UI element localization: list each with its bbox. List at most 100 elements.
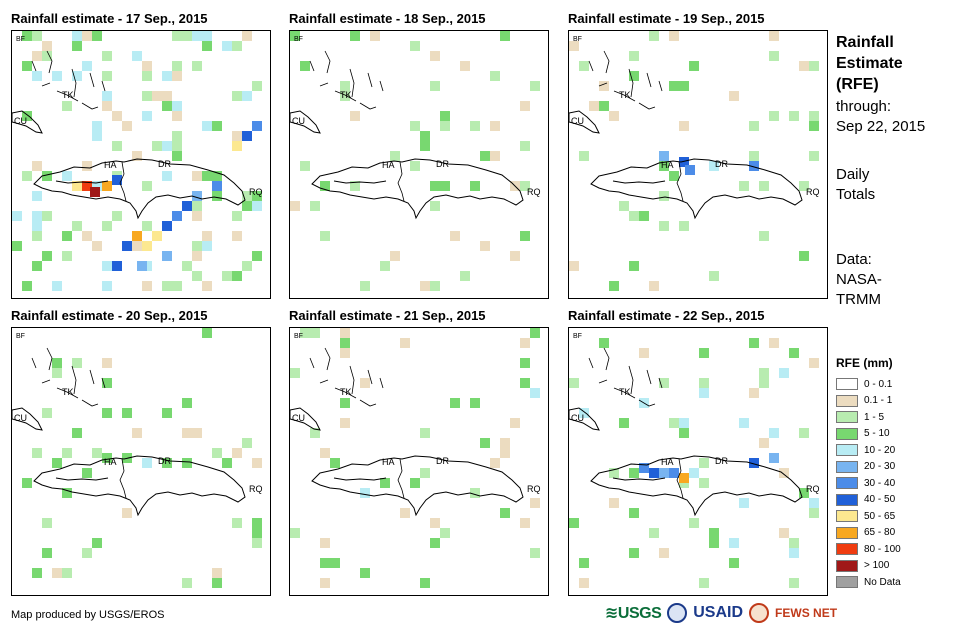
map-label-dr: DR	[715, 456, 728, 466]
panel-title-2: Rainfall estimate - 18 Sep., 2015	[289, 11, 486, 26]
rainfall-cell	[629, 548, 639, 558]
legend-label: > 100	[864, 560, 890, 572]
rainfall-cell-intense	[232, 141, 242, 151]
rainfall-cell	[609, 281, 619, 291]
rainfall-cell	[520, 141, 530, 151]
rainfall-cell	[172, 111, 182, 121]
rainfall-cell	[629, 71, 639, 81]
rainfall-cell-intense	[340, 91, 350, 101]
rainfall-cell	[669, 418, 679, 428]
rainfall-cell	[122, 121, 132, 131]
rainfall-cell	[62, 231, 72, 241]
legend-item: 20 - 30	[836, 459, 901, 476]
legend-swatch	[836, 510, 858, 523]
rainfall-cell	[470, 488, 480, 498]
rainfall-cell-intense	[709, 161, 719, 171]
through-block: through: Sep 22, 2015	[836, 97, 925, 137]
legend-item: 5 - 10	[836, 426, 901, 443]
rainfall-cell	[390, 251, 400, 261]
rainfall-cell	[82, 31, 92, 41]
data-source-block: Data: NASA- TRMM	[836, 250, 882, 310]
rainfall-cell	[689, 518, 699, 528]
rainfall-cell	[430, 281, 440, 291]
legend-swatch	[836, 411, 858, 424]
rainfall-cell	[42, 518, 52, 528]
rainfall-cell	[52, 71, 62, 81]
legend-item: 0 - 0.1	[836, 376, 901, 393]
legend-swatch	[836, 460, 858, 473]
map-label-tk: TK	[62, 387, 74, 397]
fews-logo: FEWS NET	[775, 606, 838, 620]
legend-item: 30 - 40	[836, 475, 901, 492]
rainfall-cell	[569, 261, 579, 271]
rainfall-cell	[490, 458, 500, 468]
bahamas-coastline	[613, 90, 636, 102]
rainfall-cell	[689, 61, 699, 71]
bahamas-coastline	[46, 50, 53, 74]
legend-item: 10 - 20	[836, 442, 901, 459]
rainfall-cell	[32, 161, 42, 171]
haiti-peninsula-coastline	[333, 477, 387, 481]
rainfall-cell	[232, 211, 242, 221]
rainfall-cell	[232, 131, 242, 141]
bahamas-coastline	[359, 399, 377, 407]
panel-title-6: Rainfall estimate - 22 Sep., 2015	[568, 308, 765, 323]
through-label: through:	[836, 98, 892, 115]
rainfall-cell	[182, 261, 192, 271]
rainfall-cell	[599, 81, 609, 91]
through-date: Sep 22, 2015	[836, 118, 926, 135]
rainfall-cell	[430, 518, 440, 528]
rainfall-cell-intense	[380, 478, 390, 488]
rainfall-cell	[310, 201, 320, 211]
rainfall-cell	[799, 428, 809, 438]
rainfall-cell	[112, 211, 122, 221]
footer-credit: Map produced by USGS/EROS	[11, 609, 165, 621]
rainfall-cell	[360, 281, 370, 291]
haiti-dr-border	[676, 161, 684, 202]
bahamas-coastline	[309, 60, 315, 72]
rainfall-cell	[172, 71, 182, 81]
rainfall-cell	[252, 458, 262, 468]
rainfall-cell	[162, 101, 172, 111]
map-label-bf: BF	[294, 333, 303, 340]
rainfall-cell	[340, 398, 350, 408]
map-panel-5: BF CU TK HA DR RQ	[289, 327, 549, 596]
map-svg: BF CU TK HA DR RQ	[569, 333, 820, 588]
rainfall-cell	[649, 31, 659, 41]
rainfall-cell	[212, 171, 222, 181]
rainfall-cell	[192, 211, 202, 221]
rainfall-cell	[430, 201, 440, 211]
legend-item: No Data	[836, 574, 901, 591]
daily-totals-block: Daily Totals	[836, 165, 875, 205]
hispaniola-coastline	[311, 158, 524, 220]
map-label-cu: CU	[571, 116, 584, 126]
bahamas-coastline	[658, 80, 663, 92]
map-label-bf: BF	[294, 36, 303, 43]
legend-label: 5 - 10	[864, 428, 890, 440]
usaid-seal-icon	[667, 603, 688, 623]
rainfall-cell	[202, 231, 212, 241]
rainfall-cell	[122, 408, 132, 418]
haiti-dr-border	[676, 458, 684, 499]
rainfall-cell-intense	[112, 175, 122, 185]
map-label-rq: RQ	[527, 187, 541, 197]
rainfall-cell	[12, 211, 22, 221]
rainfall-cell	[42, 171, 52, 181]
rainfall-cell	[799, 488, 809, 498]
rainfall-cell	[569, 41, 579, 51]
rainfall-cell	[72, 71, 82, 81]
rainfall-cell	[579, 151, 589, 161]
bahamas-coastline	[31, 60, 37, 72]
data-source-line1: NASA-	[836, 271, 882, 288]
rainfall-cell-intense	[112, 261, 122, 271]
rainfall-cell	[252, 191, 262, 201]
rainfall-cell-intense	[162, 458, 172, 468]
rainfall-cell	[122, 508, 132, 518]
rainfall-cell	[162, 171, 172, 181]
rainfall-cell	[629, 211, 639, 221]
rainfall-cell	[182, 398, 192, 408]
bahamas-coastline	[349, 365, 355, 395]
rainfall-cell	[192, 271, 202, 281]
legend-swatch	[836, 427, 858, 440]
rainfall-cell	[42, 251, 52, 261]
